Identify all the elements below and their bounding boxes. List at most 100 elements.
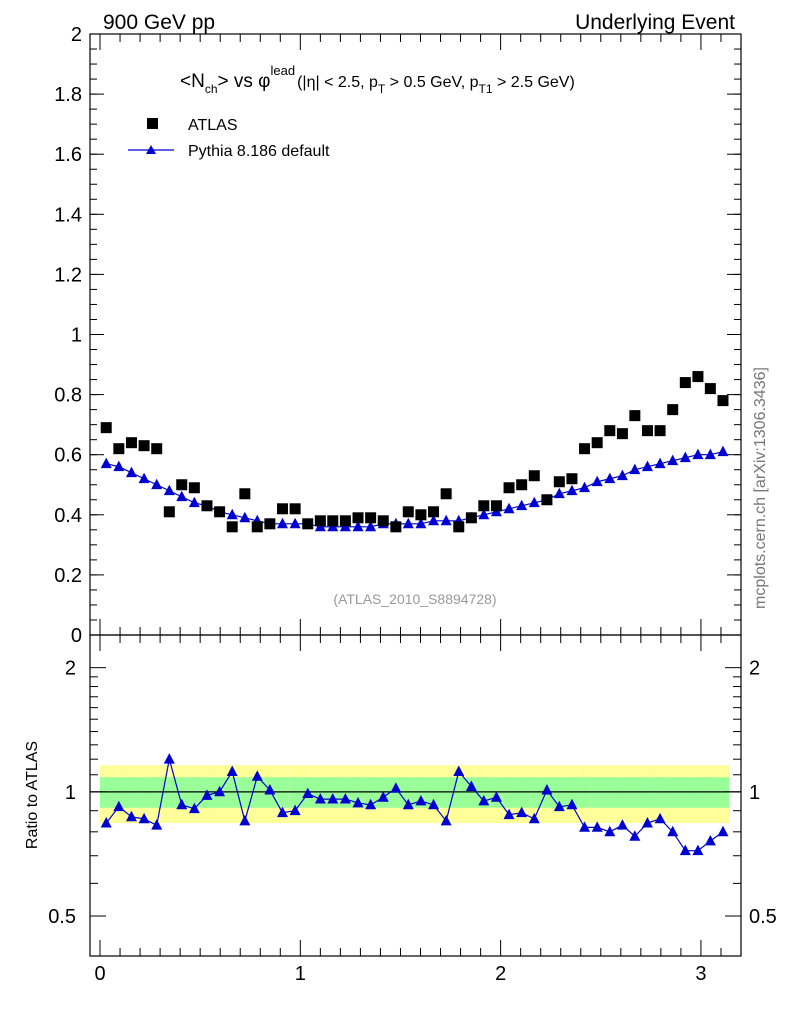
ratio-inner-band-bin — [125, 777, 138, 808]
atlas-point — [352, 512, 364, 524]
ratio-inner-band-bin — [351, 777, 365, 808]
ratio-tick-label-left: 1 — [65, 782, 76, 804]
ratio-inner-band-bin — [452, 777, 466, 808]
atlas-point — [616, 428, 628, 440]
ratio-inner-band-bin — [641, 777, 654, 808]
atlas-point — [566, 473, 578, 485]
ratio-inner-band-bin — [616, 777, 629, 808]
ratio-inner-band-bin — [666, 777, 680, 808]
pythia-point — [289, 517, 301, 529]
atlas-point — [201, 500, 213, 512]
ratio-pythia-point — [314, 793, 326, 804]
ratio-panel-frame — [89, 634, 742, 957]
pythia-point — [629, 463, 641, 475]
ratio-inner-band-bin — [414, 777, 428, 808]
atlas-point — [390, 521, 402, 533]
pythia-point — [163, 484, 175, 496]
ratio-pythia-point — [352, 796, 364, 808]
ratio-inner-band-bin — [99, 777, 113, 808]
pythia-point — [591, 475, 603, 487]
ratio-pythia-point — [151, 819, 163, 830]
x-axis-ticks: 0 1 2 3 — [94, 34, 722, 985]
ratio-pythia-point — [641, 817, 653, 828]
pythia-point — [616, 469, 628, 481]
ratio-pythia-point — [339, 793, 351, 804]
ratio-pythia-point — [428, 798, 440, 810]
ratio-pythia-point — [100, 817, 112, 828]
y-tick-label: 1.6 — [54, 144, 82, 166]
ratio-pythia-point — [566, 798, 578, 810]
atlas-point — [503, 482, 515, 494]
chart-title: <Nch> vs φlead(|η| < 2.5, pT > 0.5 GeV, … — [180, 63, 575, 96]
x-tick-label: 2 — [495, 963, 506, 985]
pythia-point — [440, 514, 452, 526]
ratio-inner-band-bin — [225, 777, 239, 808]
ratio-inner-band-bin — [288, 777, 302, 808]
legend-atlas-label: ATLAS — [188, 117, 238, 134]
atlas-point — [679, 377, 691, 389]
ratio-pythia-point — [251, 770, 263, 781]
pythia-point — [516, 499, 528, 511]
ratio-pythia-point — [377, 791, 389, 802]
atlas-point — [591, 437, 603, 449]
atlas-point — [704, 383, 716, 395]
ratio-pythia-point — [176, 798, 188, 810]
atlas-point — [641, 425, 653, 437]
ratio-inner-band-bin — [439, 777, 453, 808]
ratio-inner-band-bin — [250, 777, 264, 808]
atlas-point — [490, 500, 502, 512]
pythia-point — [100, 457, 112, 469]
ratio-inner-band-bin — [427, 777, 440, 808]
atlas-point — [579, 443, 591, 455]
y-tick-label: 0.8 — [54, 385, 82, 407]
ratio-inner-band-bin — [163, 777, 176, 808]
ratio-inner-band-bin — [112, 777, 126, 808]
pythia-point — [402, 517, 414, 529]
x-tick-label: 0 — [94, 963, 105, 985]
y-tick-label: 1.2 — [54, 264, 82, 286]
ratio-pythia-point — [591, 821, 603, 832]
ratio-axis-label: Ratio to ATLAS — [24, 741, 41, 849]
pythia-point — [679, 451, 691, 463]
atlas-point — [276, 503, 288, 515]
x-tick-label: 3 — [695, 963, 706, 985]
atlas-point — [629, 410, 641, 422]
ratio-pythia-point — [528, 812, 540, 824]
atlas-point — [289, 503, 301, 515]
ratio-pythia-point — [276, 806, 288, 818]
atlas-point — [717, 395, 729, 407]
ratio-inner-band-bin — [364, 777, 377, 808]
y-tick-label: 1.4 — [54, 204, 82, 226]
top-panel-series — [100, 371, 729, 533]
ratio-pythia-point — [465, 780, 477, 791]
pythia-point — [151, 478, 163, 490]
pythia-point — [428, 514, 440, 526]
ratio-tick-label-right: 0.5 — [749, 906, 777, 928]
atlas-point — [214, 506, 226, 518]
ratio-pythia-point — [629, 830, 641, 841]
atlas-point — [415, 509, 427, 521]
ratio-pythia-point — [704, 834, 716, 846]
legend: ATLAS Pythia 8.186 default — [128, 117, 330, 160]
atlas-point — [125, 437, 137, 449]
ratio-pythia-point — [415, 794, 427, 806]
pythia-point — [415, 517, 427, 529]
header-right: Underlying Event — [575, 11, 735, 34]
pythia-point — [604, 472, 616, 484]
pythia-point — [188, 496, 200, 508]
y-tick-label: 0.2 — [54, 565, 82, 587]
ratio-pythia-point — [402, 798, 414, 810]
ratio-tick-label-right: 2 — [749, 658, 760, 680]
atlas-point — [100, 422, 112, 434]
x-tick-label: 1 — [295, 963, 306, 985]
ratio-inner-band-bin — [502, 777, 516, 808]
ratio-pythia-point — [503, 808, 515, 820]
ratio-pythia-point — [478, 794, 490, 806]
top-panel-ticks: 0 0.2 0.4 0.6 0.8 1 1.2 1.4 1.6 1.8 2 — [54, 24, 741, 647]
legend-pythia-label: Pythia 8.186 default — [188, 143, 330, 160]
pythia-point — [239, 511, 251, 523]
ratio-tick-label-right: 1 — [749, 782, 760, 804]
header-left: 900 GeV pp — [103, 11, 215, 34]
ratio-pythia-point — [440, 814, 452, 826]
